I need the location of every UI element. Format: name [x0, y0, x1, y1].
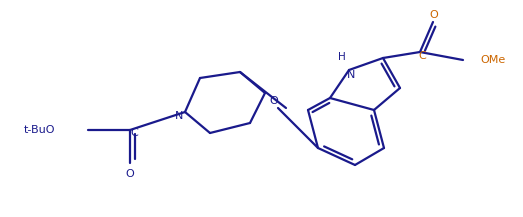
Text: t-BuO: t-BuO: [24, 125, 55, 135]
Text: H: H: [338, 52, 346, 62]
Text: C: C: [418, 51, 426, 61]
Text: O: O: [270, 96, 278, 106]
Text: O: O: [429, 10, 438, 20]
Text: N: N: [175, 111, 183, 121]
Text: O: O: [126, 169, 134, 179]
Text: C: C: [130, 128, 138, 138]
Text: N: N: [347, 70, 355, 80]
Text: OMe: OMe: [480, 55, 505, 65]
